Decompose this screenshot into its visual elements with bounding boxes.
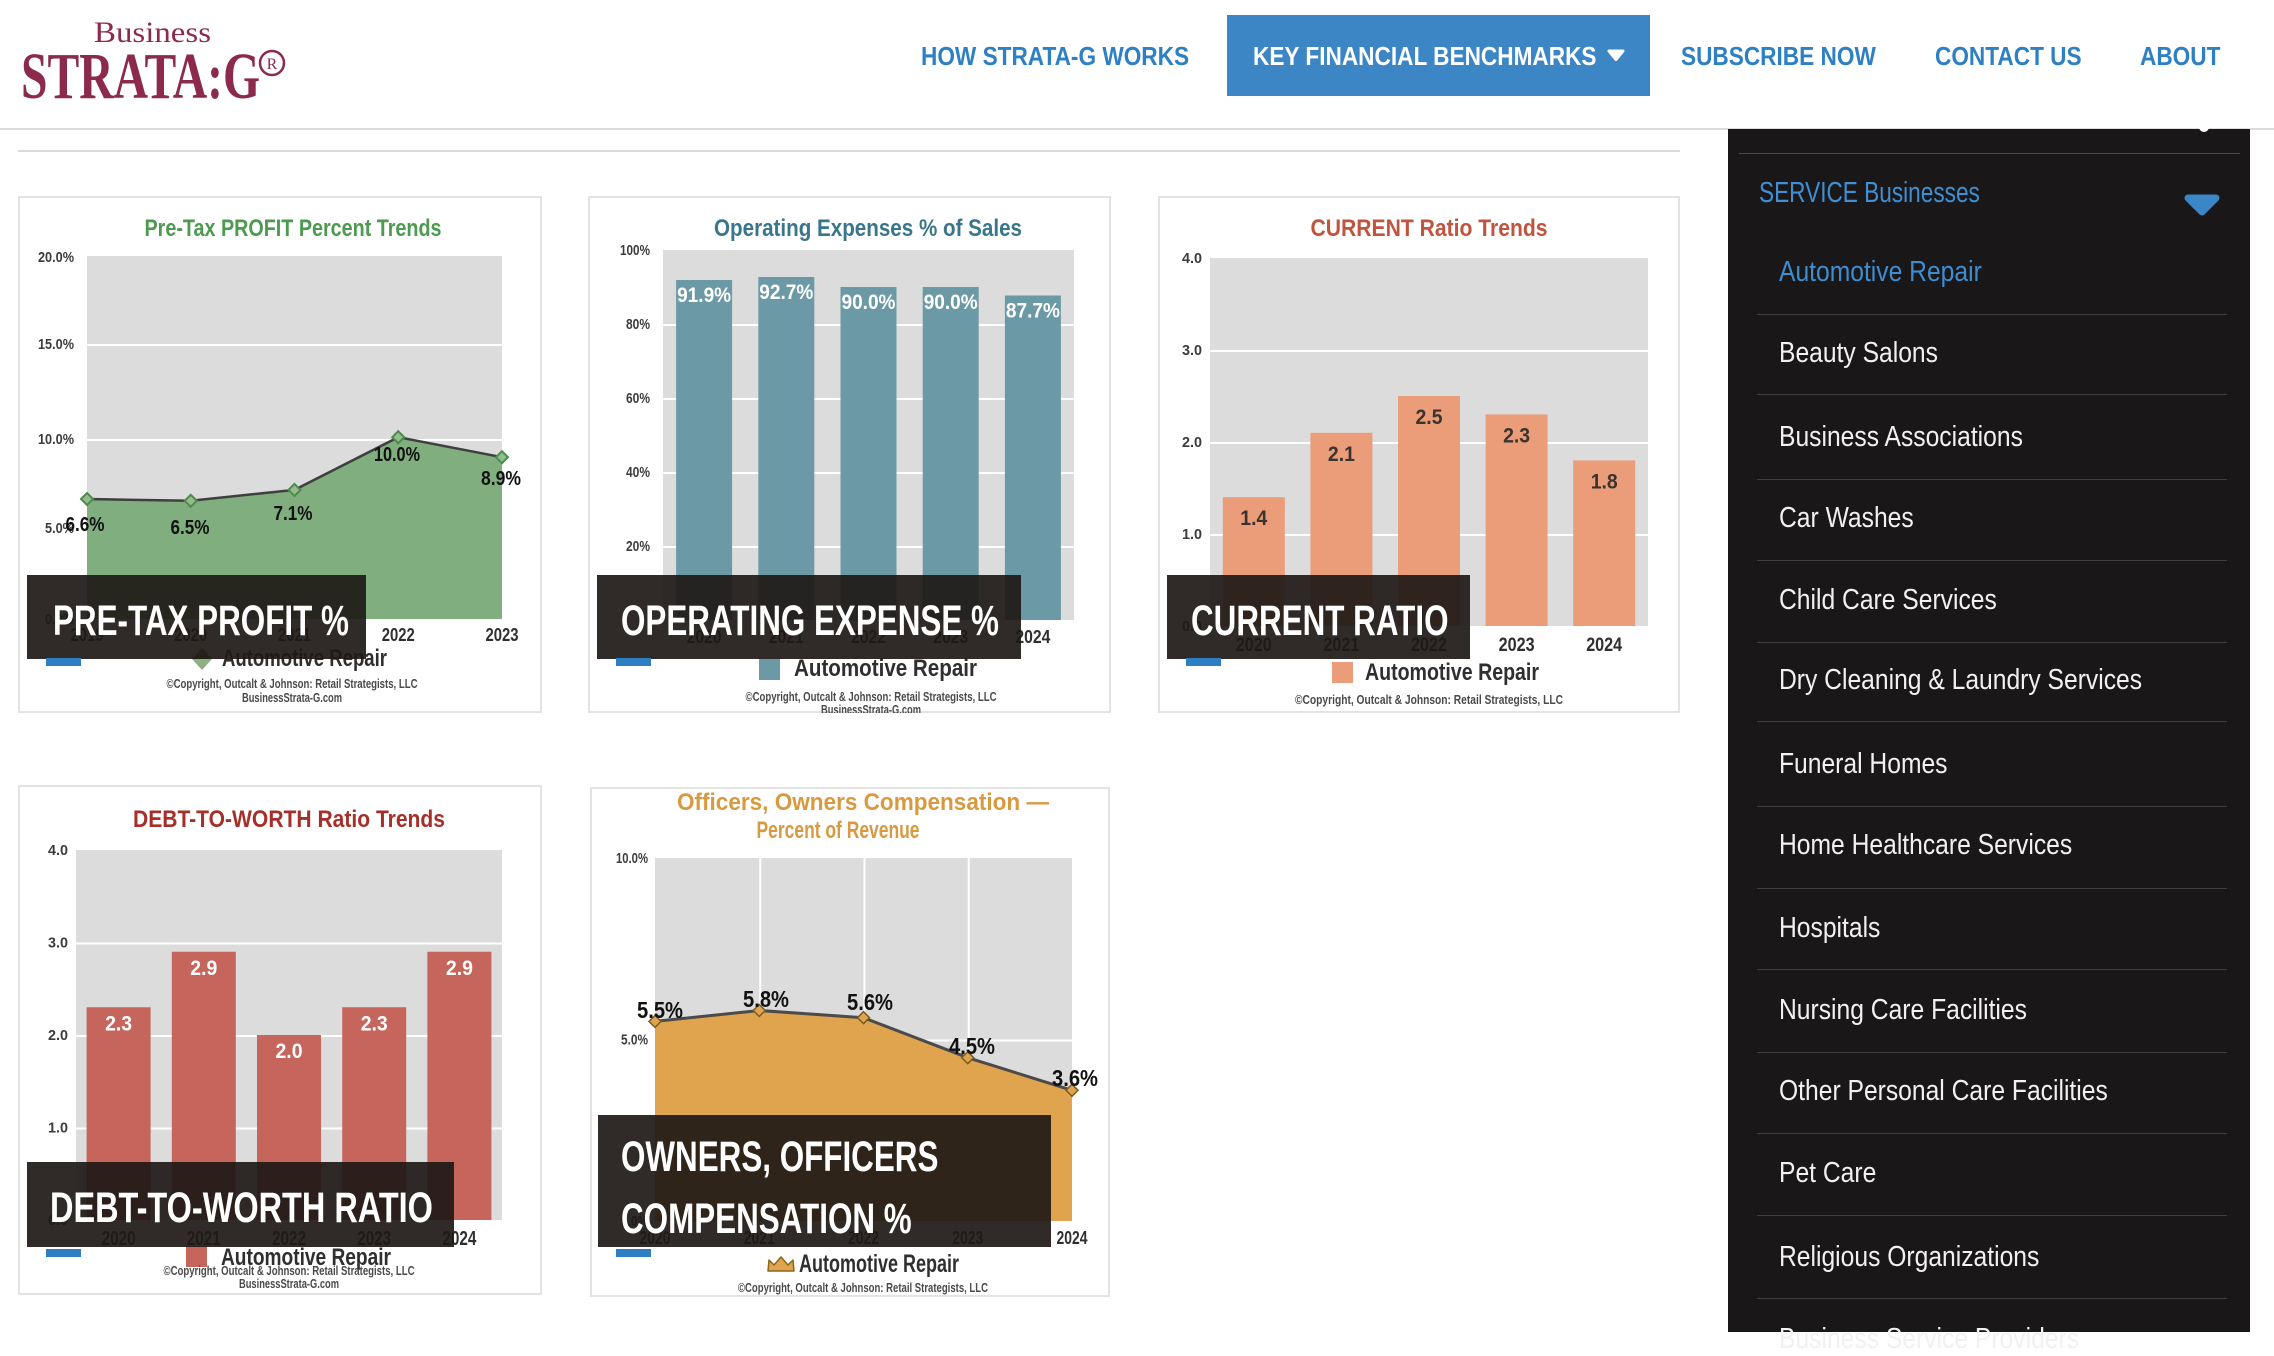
- svg-text:5.0%: 5.0%: [621, 1032, 648, 1049]
- svg-text:1.0: 1.0: [48, 1120, 68, 1137]
- svg-text:5.5%: 5.5%: [637, 997, 683, 1023]
- svg-text:2023: 2023: [1499, 635, 1535, 656]
- svg-text:90.0%: 90.0%: [924, 290, 978, 314]
- svg-text:DEBT-TO-WORTH Ratio Trends: DEBT-TO-WORTH Ratio Trends: [133, 806, 445, 833]
- svg-text:2.0: 2.0: [48, 1027, 68, 1044]
- svg-text:5.8%: 5.8%: [743, 986, 789, 1012]
- svg-text:Officers, Owners Compensation: Officers, Owners Compensation —: [677, 789, 1049, 816]
- svg-text:Automotive Repair: Automotive Repair: [794, 655, 977, 682]
- svg-text:2.3: 2.3: [1503, 423, 1530, 447]
- svg-text:1.8: 1.8: [1591, 469, 1618, 493]
- svg-text:Percent of Revenue: Percent of Revenue: [757, 817, 920, 844]
- svg-text:3.6%: 3.6%: [1052, 1065, 1098, 1091]
- svg-text:©Copyright, Outcalt & Johnson:: ©Copyright, Outcalt & Johnson: Retail St…: [746, 689, 997, 704]
- svg-text:4.0: 4.0: [48, 842, 68, 859]
- svg-text:10.0%: 10.0%: [38, 431, 74, 448]
- svg-text:4.0: 4.0: [1182, 250, 1202, 267]
- svg-text:10.0%: 10.0%: [616, 850, 648, 867]
- svg-text:5.0%: 5.0%: [45, 520, 74, 537]
- svg-text:8.9%: 8.9%: [481, 467, 521, 490]
- svg-text:20%: 20%: [626, 538, 650, 555]
- svg-text:91.9%: 91.9%: [677, 283, 731, 307]
- svg-text:Operating Expenses % of Sales: Operating Expenses % of Sales: [714, 215, 1022, 242]
- svg-text:15.0%: 15.0%: [38, 336, 74, 353]
- svg-text:2.5: 2.5: [1416, 405, 1443, 429]
- svg-text:6.6%: 6.6%: [66, 513, 105, 536]
- svg-text:2023: 2023: [486, 625, 519, 645]
- svg-text:STRATA:G: STRATA:G: [21, 40, 260, 113]
- svg-text:©Copyright, Outcalt & Johnson:: ©Copyright, Outcalt & Johnson: Retail St…: [167, 676, 418, 691]
- svg-text:3.0: 3.0: [48, 935, 68, 952]
- svg-text:10.0%: 10.0%: [374, 443, 420, 466]
- svg-text:90.0%: 90.0%: [842, 290, 896, 314]
- svg-text:2024: 2024: [1586, 635, 1622, 656]
- svg-text:5.6%: 5.6%: [847, 989, 893, 1015]
- svg-text:2.1: 2.1: [1328, 442, 1355, 466]
- svg-text:Automotive Repair: Automotive Repair: [1365, 659, 1539, 686]
- svg-text:R: R: [267, 56, 278, 73]
- svg-text:3.0: 3.0: [1182, 342, 1202, 359]
- svg-text:40%: 40%: [626, 464, 650, 481]
- svg-text:Business: Business: [94, 16, 211, 49]
- svg-text:CURRENT Ratio Trends: CURRENT Ratio Trends: [1311, 215, 1548, 242]
- svg-text:6.5%: 6.5%: [171, 516, 210, 539]
- svg-text:1.4: 1.4: [1240, 506, 1267, 530]
- svg-text:7.1%: 7.1%: [274, 502, 313, 525]
- svg-text:80%: 80%: [626, 316, 650, 333]
- svg-text:Pre-Tax PROFIT Percent Trends: Pre-Tax PROFIT Percent Trends: [145, 215, 442, 242]
- svg-text:2024: 2024: [1057, 1228, 1088, 1248]
- svg-text:2.9: 2.9: [190, 956, 217, 980]
- svg-text:92.7%: 92.7%: [759, 280, 813, 304]
- svg-text:©Copyright, Outcalt & Johnson:: ©Copyright, Outcalt & Johnson: Retail St…: [738, 1280, 988, 1295]
- svg-text:Automotive Repair: Automotive Repair: [221, 1244, 391, 1271]
- svg-text:Automotive Repair: Automotive Repair: [799, 1250, 959, 1278]
- svg-text:20.0%: 20.0%: [38, 249, 74, 266]
- svg-text:©Copyright, Outcalt & Johnson:: ©Copyright, Outcalt & Johnson: Retail St…: [1295, 692, 1563, 707]
- svg-text:BusinessStrata-G.com: BusinessStrata-G.com: [821, 702, 921, 713]
- svg-text:©Copyright, Outcalt & Johnson:: ©Copyright, Outcalt & Johnson: Retail St…: [164, 1263, 415, 1278]
- svg-text:4.5%: 4.5%: [949, 1033, 995, 1059]
- svg-text:87.7%: 87.7%: [1006, 299, 1060, 323]
- svg-text:2.3: 2.3: [361, 1011, 388, 1035]
- svg-text:2.3: 2.3: [105, 1011, 132, 1035]
- svg-text:2.0: 2.0: [276, 1039, 303, 1063]
- svg-text:2022: 2022: [382, 625, 415, 645]
- svg-text:2.9: 2.9: [446, 956, 473, 980]
- svg-text:2.0: 2.0: [1182, 434, 1202, 451]
- svg-text:BusinessStrata-G.com: BusinessStrata-G.com: [239, 1276, 339, 1291]
- svg-text:BusinessStrata-G.com: BusinessStrata-G.com: [242, 690, 342, 705]
- svg-text:60%: 60%: [626, 390, 650, 407]
- svg-text:100%: 100%: [620, 242, 650, 259]
- svg-text:2024: 2024: [1015, 627, 1050, 647]
- svg-text:1.0: 1.0: [1182, 526, 1202, 543]
